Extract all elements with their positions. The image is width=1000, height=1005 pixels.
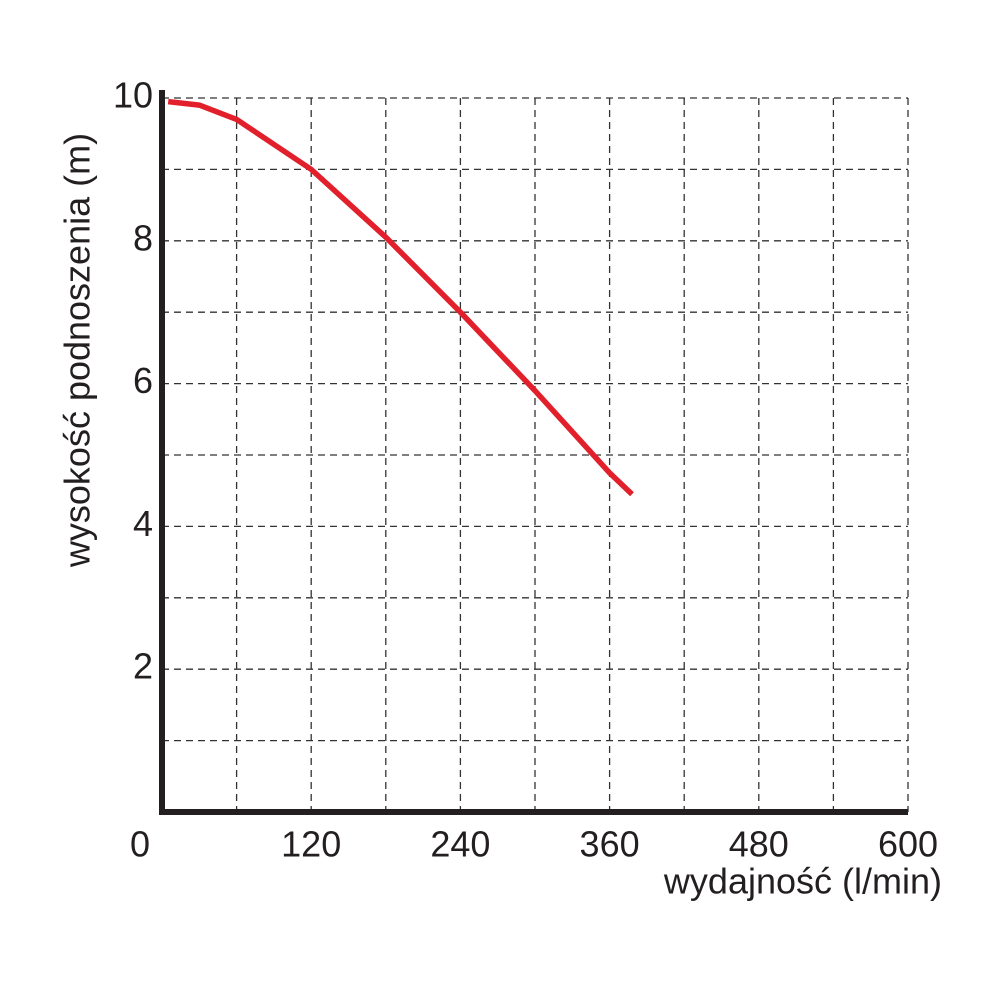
x-tick-label: 360 — [580, 824, 640, 865]
x-tick-label: 600 — [878, 824, 938, 865]
x-tick-label: 120 — [281, 824, 341, 865]
y-tick-label: 6 — [133, 360, 153, 401]
x-tick-label: 0 — [130, 824, 150, 865]
y-tick-label: 2 — [133, 646, 153, 687]
y-tick-label: 10 — [113, 75, 153, 116]
y-tick-label: 4 — [133, 503, 153, 544]
x-axis-label: wydajność (l/min) — [663, 861, 942, 902]
y-tick-label: 8 — [133, 217, 153, 258]
x-tick-label: 240 — [430, 824, 490, 865]
curve — [167, 98, 634, 497]
y-axis-label: wysokość podnoszenia (m) — [57, 133, 98, 568]
x-tick-label: 480 — [729, 824, 789, 865]
